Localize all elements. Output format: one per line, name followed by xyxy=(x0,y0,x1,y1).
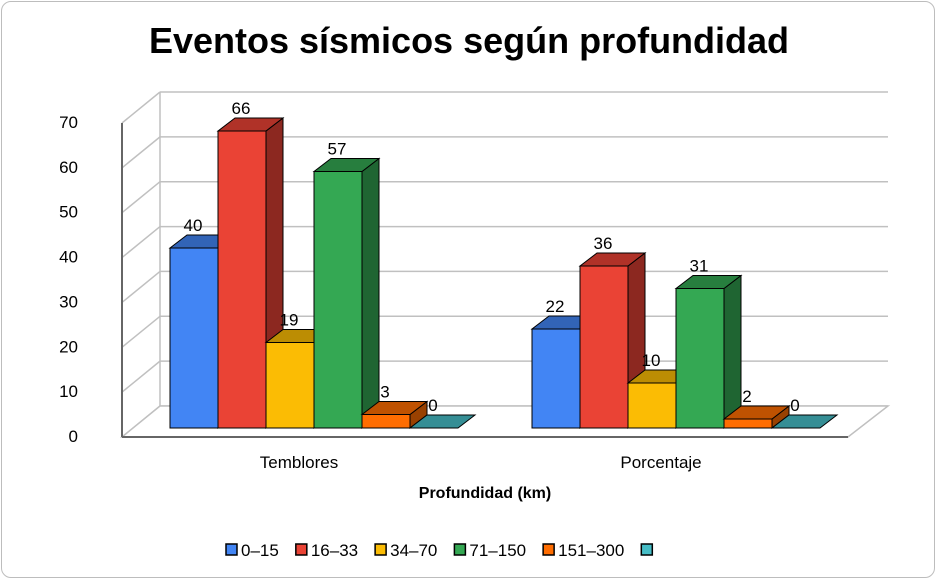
legend-label: 34–70 xyxy=(390,541,437,560)
bar-front xyxy=(723,418,773,429)
data-label: 22 xyxy=(546,297,565,316)
bar-front xyxy=(313,171,363,429)
legend-swatch xyxy=(453,543,467,556)
chart-title: Eventos sísmicos según profundidad xyxy=(149,20,789,61)
legend-swatch xyxy=(225,543,238,556)
data-label: 0 xyxy=(790,396,799,415)
bar-top xyxy=(408,414,477,429)
side-gridline xyxy=(121,315,161,348)
side-gridline xyxy=(121,91,161,124)
legend-item: 34–70 xyxy=(374,541,437,560)
bar xyxy=(312,157,381,430)
y-tick-label: 50 xyxy=(59,203,78,222)
legend-label: 71–150 xyxy=(469,541,526,560)
bar-front xyxy=(531,328,581,429)
bar-front xyxy=(675,288,725,429)
bar xyxy=(722,404,791,430)
bar xyxy=(674,274,743,430)
y-tick-label: 20 xyxy=(59,337,78,356)
y-tick-label: 40 xyxy=(59,248,78,267)
bar-front xyxy=(361,414,411,429)
legend-item: 0–15 xyxy=(225,541,279,560)
bar xyxy=(770,414,839,429)
legend-label: 0–15 xyxy=(241,541,279,560)
data-label: 2 xyxy=(742,387,751,406)
legend-swatch xyxy=(374,543,387,556)
side-gridline xyxy=(121,270,161,304)
legend-label: 151–300 xyxy=(558,541,624,560)
side-gridline xyxy=(121,181,161,214)
data-label: 66 xyxy=(232,99,251,118)
bar-front xyxy=(169,247,219,429)
bar-front xyxy=(217,130,267,429)
legend-item: 151–300 xyxy=(542,541,624,560)
legend-item: 71–150 xyxy=(453,541,526,560)
data-label: 10 xyxy=(642,351,661,370)
bar-front xyxy=(579,265,629,429)
data-label: 40 xyxy=(184,216,203,235)
legend-swatch xyxy=(542,543,555,556)
data-label: 36 xyxy=(594,234,613,253)
bar-front xyxy=(265,342,315,429)
legend-swatch xyxy=(640,543,654,556)
y-tick-label: 10 xyxy=(59,382,78,401)
bar-side xyxy=(723,274,742,430)
y-tick-label: 70 xyxy=(59,113,78,132)
bar-side xyxy=(361,157,380,430)
bar xyxy=(408,414,477,429)
bar-front xyxy=(627,382,677,429)
side-gridline xyxy=(121,225,161,259)
y-tick-label: 30 xyxy=(59,292,78,311)
legend-item: 16–33 xyxy=(295,541,358,560)
y-tick-label: 60 xyxy=(59,158,78,177)
bar-top xyxy=(770,414,839,429)
x-tick-label: Porcentaje xyxy=(620,453,701,472)
side-gridline xyxy=(121,360,161,393)
data-label: 0 xyxy=(428,396,437,415)
data-label: 31 xyxy=(690,257,709,276)
legend-item xyxy=(640,543,654,556)
legend-label: 16–33 xyxy=(311,541,358,560)
x-axis-title: Profundidad (km) xyxy=(419,485,551,502)
side-gridline xyxy=(121,136,161,169)
x-tick-label: Temblores xyxy=(260,453,338,472)
data-label: 57 xyxy=(328,140,347,159)
data-label: 19 xyxy=(280,311,299,330)
legend-swatch xyxy=(295,543,308,556)
bar xyxy=(360,400,429,430)
y-tick-label: 0 xyxy=(69,427,78,446)
data-label: 3 xyxy=(380,383,389,402)
